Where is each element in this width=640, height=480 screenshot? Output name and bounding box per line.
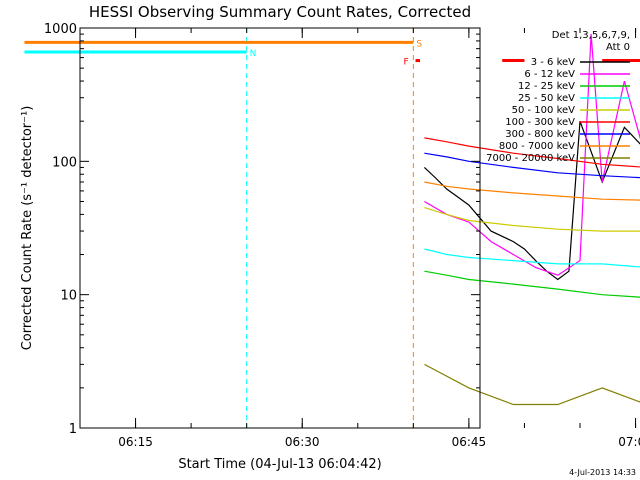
- x-tick-label: 06:30: [285, 435, 320, 449]
- series-line-3: [424, 248, 640, 268]
- flag-label-S: S: [416, 39, 422, 49]
- y-tick-label: 100: [52, 155, 77, 170]
- series-line-8: [424, 363, 640, 406]
- legend-label: 3 - 6 keV: [531, 57, 575, 68]
- plot-frame: [79, 27, 481, 429]
- flag-label-N: N: [250, 49, 257, 59]
- legend-label: 25 - 50 keV: [518, 93, 575, 104]
- series-line-0: [423, 120, 640, 281]
- legend-label: 12 - 25 keV: [518, 81, 575, 92]
- legend-label: 7000 - 20000 keV: [486, 153, 575, 164]
- series-line-1: [424, 34, 640, 276]
- series-line-7: [424, 181, 640, 201]
- chart-title: HESSI Observing Summary Count Rates, Cor…: [89, 3, 471, 21]
- series-line-5: [424, 137, 640, 168]
- x-axis-label: Start Time (04-Jul-13 06:04:42): [178, 457, 381, 472]
- legend-header: Att 0: [606, 42, 630, 53]
- plot-area: S N F: [24, 28, 640, 428]
- series-line-6: [424, 152, 640, 179]
- y-tick-label: 1000: [44, 22, 77, 37]
- series-line-4: [424, 207, 640, 232]
- x-tick-label: 07:00: [618, 435, 640, 449]
- footer-timestamp: 4-Jul-2013 14:33: [569, 468, 636, 477]
- series-line-2: [424, 270, 640, 298]
- y-axis-label: Corrected Count Rate (s⁻¹ detector⁻¹): [20, 106, 35, 351]
- flag-label-F: F: [404, 58, 409, 68]
- y-axis: 1 10 100 1000: [44, 22, 480, 437]
- x-tick-label: 06:15: [118, 435, 153, 449]
- legend-label: 800 - 7000 keV: [499, 141, 575, 152]
- y-tick-label: 10: [60, 289, 77, 304]
- legend-label: 6 - 12 keV: [524, 69, 575, 80]
- legend-header: Det 1,3,5,6,7,9,: [552, 30, 630, 41]
- legend-label: 50 - 100 keV: [512, 105, 576, 116]
- y-tick-label: 1: [69, 422, 77, 437]
- legend-label: 300 - 800 keV: [505, 129, 575, 140]
- legend-label: 100 - 300 keV: [505, 117, 575, 128]
- x-tick-label: 06:45: [452, 435, 487, 449]
